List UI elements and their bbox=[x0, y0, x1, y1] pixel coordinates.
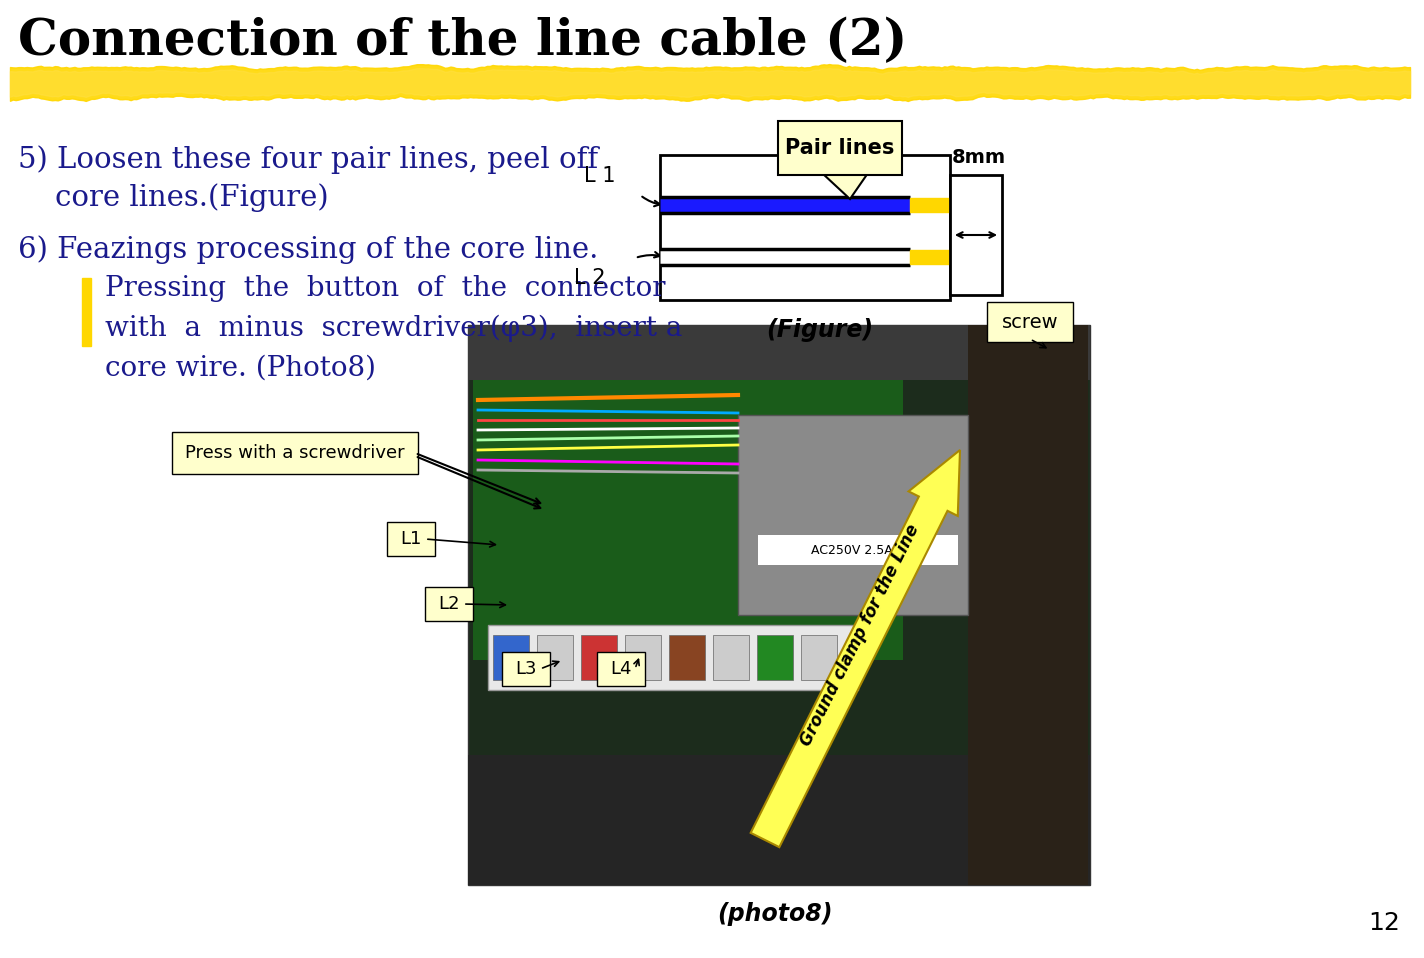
Bar bbox=[910, 198, 950, 212]
Text: Ground clamp for the Line: Ground clamp for the Line bbox=[797, 521, 923, 749]
Bar bbox=[713, 635, 749, 680]
Bar bbox=[758, 635, 793, 680]
FancyBboxPatch shape bbox=[387, 522, 434, 556]
Bar bbox=[968, 325, 1088, 885]
Bar bbox=[758, 535, 958, 565]
FancyBboxPatch shape bbox=[424, 587, 473, 621]
Bar bbox=[950, 175, 1002, 295]
Text: 8mm: 8mm bbox=[953, 148, 1007, 167]
Text: (photo8): (photo8) bbox=[718, 902, 833, 926]
Bar bbox=[83, 278, 91, 346]
Text: core lines.(Figure): core lines.(Figure) bbox=[56, 183, 329, 212]
FancyBboxPatch shape bbox=[503, 652, 550, 686]
Text: Pressing  the  button  of  the  connector
with  a  minus  screwdriver(φ3),  inse: Pressing the button of the connector wit… bbox=[105, 275, 682, 382]
Bar bbox=[669, 635, 705, 680]
Text: Press with a screwdriver: Press with a screwdriver bbox=[185, 444, 404, 462]
Bar bbox=[473, 380, 903, 660]
Polygon shape bbox=[822, 173, 869, 199]
Bar bbox=[581, 635, 617, 680]
Bar bbox=[659, 155, 950, 300]
Bar bbox=[468, 755, 1089, 885]
Text: screw: screw bbox=[1001, 312, 1058, 331]
Text: (Figure): (Figure) bbox=[766, 318, 873, 342]
Bar bbox=[910, 250, 950, 264]
FancyBboxPatch shape bbox=[987, 302, 1074, 342]
Text: L 1: L 1 bbox=[584, 166, 615, 186]
Text: 5) Loosen these four pair lines, peel off: 5) Loosen these four pair lines, peel of… bbox=[19, 145, 598, 173]
Text: Pair lines: Pair lines bbox=[785, 138, 894, 158]
Text: 12: 12 bbox=[1368, 911, 1400, 935]
Bar bbox=[625, 635, 661, 680]
Bar bbox=[468, 325, 1089, 380]
Text: L1: L1 bbox=[400, 530, 422, 548]
Text: L3: L3 bbox=[515, 660, 537, 678]
Bar bbox=[493, 635, 528, 680]
Text: L 2: L 2 bbox=[574, 268, 605, 288]
FancyArrow shape bbox=[750, 450, 960, 847]
FancyBboxPatch shape bbox=[597, 652, 645, 686]
Text: Connection of the line cable (2): Connection of the line cable (2) bbox=[19, 17, 907, 66]
Bar bbox=[468, 325, 1089, 885]
FancyBboxPatch shape bbox=[778, 121, 901, 175]
FancyBboxPatch shape bbox=[172, 432, 419, 474]
Bar bbox=[537, 635, 572, 680]
Text: 6) Feazings processing of the core line.: 6) Feazings processing of the core line. bbox=[19, 235, 598, 263]
Text: AC250V 2.5A T: AC250V 2.5A T bbox=[812, 543, 904, 557]
Bar bbox=[800, 635, 837, 680]
Bar bbox=[488, 625, 859, 690]
Bar bbox=[738, 415, 968, 615]
Text: L2: L2 bbox=[439, 595, 460, 613]
Text: L4: L4 bbox=[611, 660, 632, 678]
